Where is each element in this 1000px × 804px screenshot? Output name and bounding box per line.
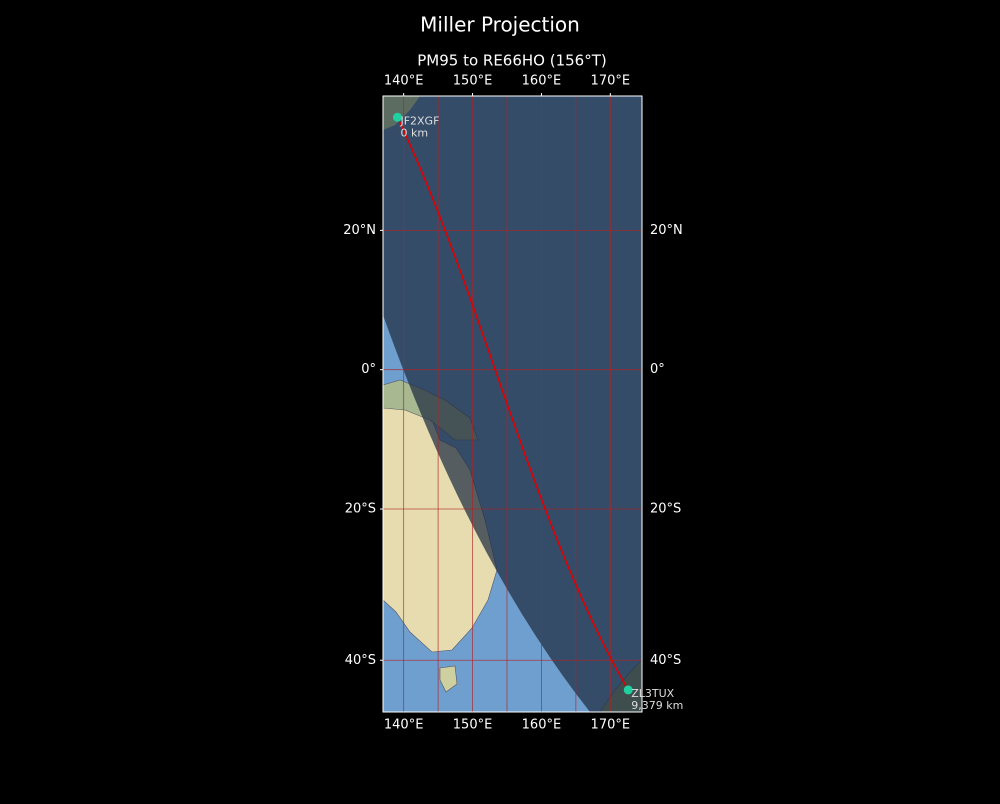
lat-tick-label-right: 40°S	[650, 653, 681, 668]
graticule	[383, 96, 642, 712]
lon-tick-label-bottom: 160°E	[522, 718, 562, 733]
lon-tick-label-bottom: 140°E	[384, 718, 424, 733]
lat-tick-label-right: 0°	[650, 362, 665, 377]
station-distance: 9,379 km	[631, 699, 683, 712]
lon-tick-label-top: 140°E	[384, 74, 424, 89]
map-layers	[383, 96, 642, 712]
night-shade	[383, 96, 642, 712]
lon-tick-label-top: 150°E	[453, 74, 493, 89]
lat-tick-label-left: 40°S	[345, 653, 376, 668]
lat-tick-label-left: 20°S	[345, 502, 376, 517]
lat-tick-label-right: 20°N	[650, 223, 683, 238]
lon-tick-label-top: 160°E	[522, 74, 562, 89]
lon-tick-label-bottom: 150°E	[453, 718, 493, 733]
lon-tick-label-top: 170°E	[591, 74, 631, 89]
station-marker	[623, 685, 633, 695]
lat-tick-label-left: 0°	[361, 362, 376, 377]
station-distance: 0 km	[400, 126, 428, 139]
route-layer	[396, 116, 629, 691]
lat-tick-label-right: 20°S	[650, 502, 681, 517]
map-frame	[382, 95, 643, 713]
station-name: ZL3TUX	[631, 687, 674, 700]
station-marker	[392, 112, 402, 122]
tasmania	[439, 665, 458, 693]
lon-tick-label-bottom: 170°E	[591, 718, 631, 733]
japan	[383, 96, 420, 130]
labels: 140°E 140°E 150°E 150°E 160°E 160°E 170°E 170°E…	[343, 74, 683, 733]
station-name: JF2XGF	[399, 114, 439, 127]
subtitle: PM95 to RE66HO (156°T)	[417, 52, 607, 70]
lat-tick-label-left: 20°N	[343, 223, 376, 238]
great-circle-route	[396, 116, 629, 691]
title: Miller Projection	[420, 13, 580, 37]
